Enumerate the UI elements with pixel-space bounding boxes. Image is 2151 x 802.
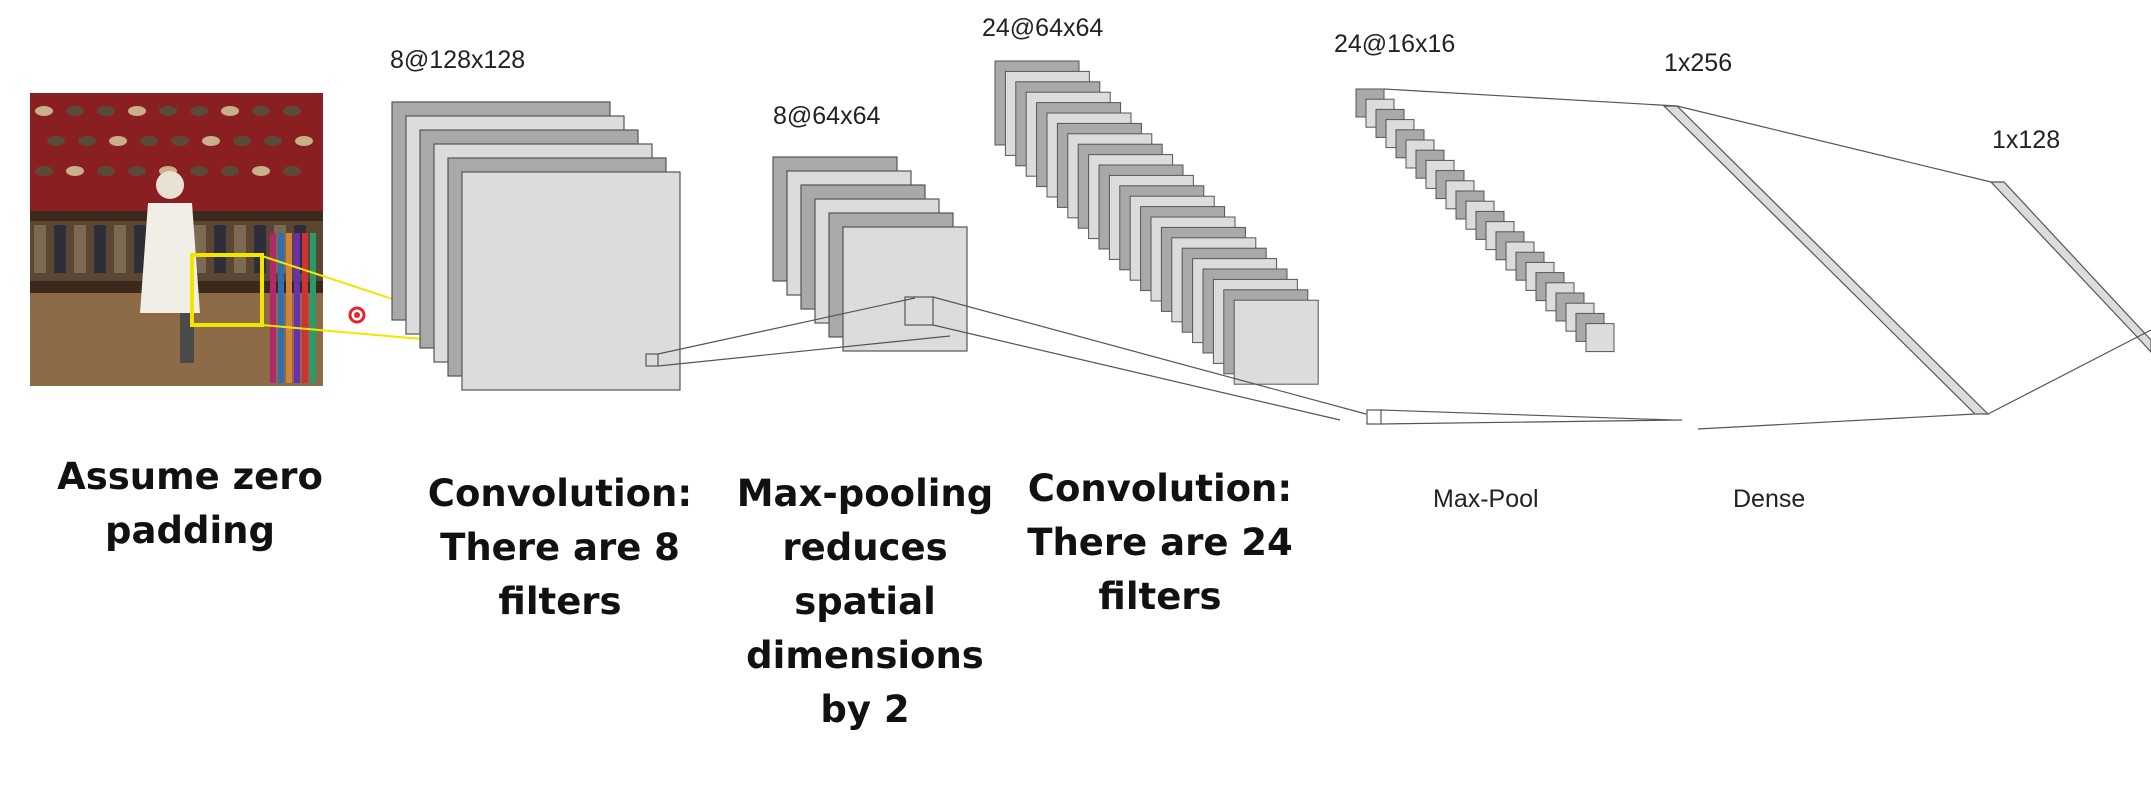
pool2-feature-maps <box>1355 88 1615 353</box>
photo-shelf-item <box>194 225 206 273</box>
maxpool-label: Max-Pool <box>1433 485 1539 513</box>
photo-hanging-item <box>252 106 270 116</box>
pool1-feature-maps <box>772 156 968 352</box>
photo-hanging-item <box>171 136 189 146</box>
local-patch <box>645 353 659 367</box>
connector-line <box>1380 409 1673 421</box>
photo-shelf-item <box>74 225 86 273</box>
connector-line <box>932 324 1341 421</box>
photo-hanging-item <box>35 166 53 176</box>
photo-hanging-item <box>233 136 251 146</box>
photo-hanging-item <box>252 166 270 176</box>
pointer-dot <box>348 306 366 324</box>
photo-hanging-item <box>128 106 146 116</box>
photo-cloth <box>286 233 292 383</box>
photo-shelf-item <box>134 225 146 273</box>
photo-hanging-item <box>295 136 313 146</box>
conv2-size-label: 24@64x64 <box>982 14 1103 42</box>
dense-128-bar <box>1989 181 2151 353</box>
photo-hanging-item <box>66 106 84 116</box>
photo-hanging-item <box>202 136 220 146</box>
photo-hanging-item <box>109 136 127 146</box>
feature-map <box>1233 299 1319 385</box>
photo-cloth <box>270 233 276 383</box>
connector-line <box>1383 88 1678 107</box>
conv1-feature-maps <box>391 101 681 391</box>
dense2-size-label: 1x128 <box>1992 126 2060 154</box>
photo-hanging-item <box>221 166 239 176</box>
photo-hanging-item <box>97 166 115 176</box>
photo-person-body <box>140 203 200 313</box>
photo-hanging-item <box>264 136 282 146</box>
local-patch <box>904 296 934 326</box>
pointer-dot-center <box>354 312 360 318</box>
photo-cloth <box>310 233 316 383</box>
photo-hanging-item <box>35 106 53 116</box>
photo-shelf-item <box>54 225 66 273</box>
feature-map <box>461 171 681 391</box>
input-image <box>30 93 323 386</box>
photo-shelf-item <box>94 225 106 273</box>
photo-cloth <box>302 233 308 383</box>
photo-hanging-item <box>47 136 65 146</box>
photo-hanging-item <box>97 106 115 116</box>
photo-hanging-item <box>140 136 158 146</box>
photo-cloth <box>278 233 284 383</box>
pool1-caption: Max-pooling reduces spatial dimensions b… <box>736 472 994 731</box>
pool1-size-label: 8@64x64 <box>773 102 880 130</box>
local-patch <box>1366 409 1382 425</box>
connector-line <box>657 297 916 355</box>
conv1-caption: Convolution: There are 8 filters <box>427 472 693 623</box>
photo-shelf-item <box>114 225 126 273</box>
photo-cloth <box>294 233 300 383</box>
photo-hanging-item <box>221 106 239 116</box>
photo-hanging-item <box>159 106 177 116</box>
photo-shelf-item <box>214 225 226 273</box>
photo-shelf-item <box>234 225 246 273</box>
input-caption: Assume zero padding <box>57 455 323 552</box>
connector-line <box>1697 413 1976 430</box>
dense-label: Dense <box>1733 485 1805 513</box>
pool2-size-label: 24@16x16 <box>1334 30 1455 58</box>
dense-256-bar <box>1662 105 1990 415</box>
photo-shelf-item <box>34 225 46 273</box>
photo-hanging-item <box>128 166 146 176</box>
connector-line <box>932 296 1367 415</box>
conv1-size-label: 8@128x128 <box>390 46 525 74</box>
conv2-caption: Convolution: There are 24 filters <box>1027 467 1293 618</box>
connector-line <box>657 335 951 367</box>
overlay <box>645 88 2151 430</box>
photo-hanging-item <box>283 166 301 176</box>
photo-hanging-item <box>78 136 96 146</box>
photo-hanging-item <box>66 166 84 176</box>
photo-hanging-item <box>283 106 301 116</box>
feature-map <box>1585 323 1615 353</box>
photo-hanging-item <box>190 106 208 116</box>
conv2-feature-maps <box>994 60 1319 385</box>
connector-line <box>1987 329 2151 415</box>
dense1-size-label: 1x256 <box>1664 49 1732 77</box>
connector-line <box>1676 105 1992 183</box>
feature-map <box>842 226 968 352</box>
connector-line <box>1380 419 1683 425</box>
photo-person-head <box>156 171 184 199</box>
photo-hanging-item <box>190 166 208 176</box>
highlight-box <box>190 253 264 327</box>
